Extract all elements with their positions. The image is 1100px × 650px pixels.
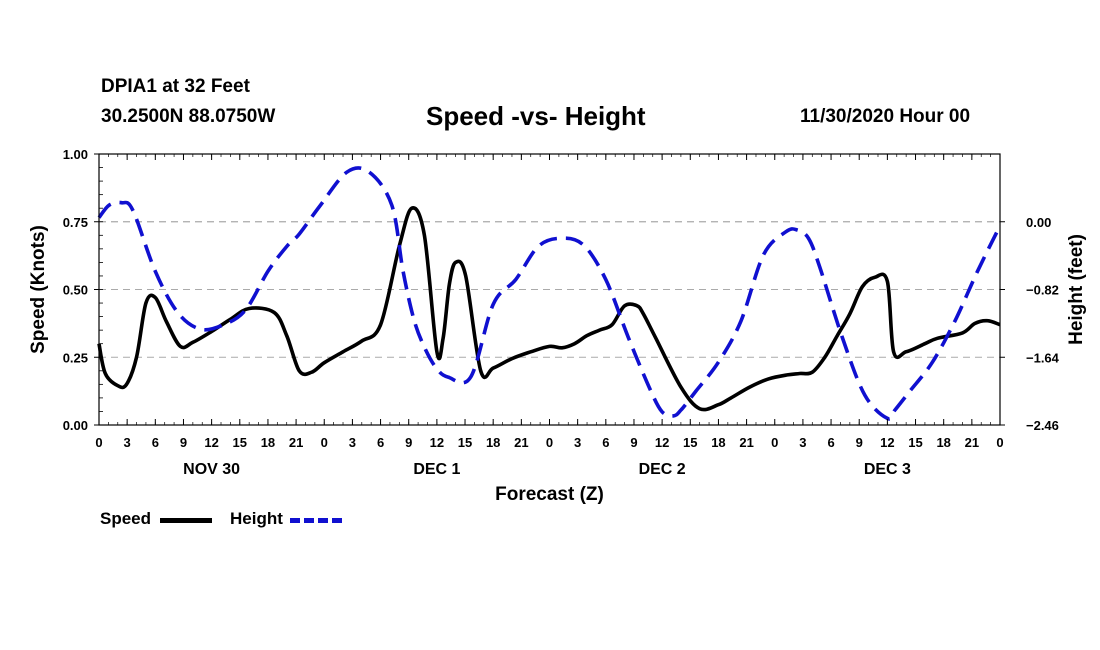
x-tick-label: 21 xyxy=(965,435,979,450)
y-axis-title: Speed (Knots) xyxy=(28,225,49,354)
x-axis-title: Forecast (Z) xyxy=(495,484,604,505)
x-tick-label: 18 xyxy=(936,435,950,450)
y2-tick-label: −0.82 xyxy=(1026,283,1059,298)
x-tick-label: 15 xyxy=(233,435,247,450)
x-tick-label: 18 xyxy=(711,435,725,450)
x-tick-label: 9 xyxy=(856,435,863,450)
x-tick-label: 3 xyxy=(799,435,806,450)
legend-height-swatch xyxy=(290,518,342,523)
legend-speed-label: Speed xyxy=(100,509,152,528)
x-tick-label: 9 xyxy=(405,435,412,450)
day-label: DEC 3 xyxy=(864,461,911,478)
x-tick-label: 18 xyxy=(486,435,500,450)
x-tick-label: 21 xyxy=(739,435,753,450)
x-tick-label: 6 xyxy=(602,435,609,450)
y-tick-label: 1.00 xyxy=(63,147,88,162)
x-tick-label: 15 xyxy=(908,435,922,450)
y2-tick-label: −1.64 xyxy=(1026,350,1060,365)
x-tick-label: 3 xyxy=(124,435,131,450)
x-tick-label: 12 xyxy=(655,435,669,450)
x-tick-label: 15 xyxy=(458,435,472,450)
x-tick-label: 12 xyxy=(430,435,444,450)
x-tick-label: 6 xyxy=(152,435,159,450)
x-tick-label: 21 xyxy=(289,435,303,450)
series-height-line xyxy=(97,166,1002,421)
coordinates-label: 30.2500N 88.0750W xyxy=(101,106,276,127)
station-label: DPIA1 at 32 Feet xyxy=(101,76,250,97)
x-tick-label: 12 xyxy=(204,435,218,450)
chart-title: Speed -vs- Height xyxy=(426,101,646,131)
x-tick-label: 9 xyxy=(180,435,187,450)
x-tick-label: 12 xyxy=(880,435,894,450)
x-tick-label: 0 xyxy=(771,435,778,450)
y2-tick-label: −2.46 xyxy=(1026,418,1059,433)
x-tick-label: 18 xyxy=(261,435,275,450)
gridlines xyxy=(99,221,1000,358)
y-tick-label: 0.75 xyxy=(63,215,88,230)
day-label: NOV 30 xyxy=(183,461,240,478)
y-tick-label: 0.50 xyxy=(63,283,88,298)
y2-axis-title: Height (feet) xyxy=(1066,234,1087,345)
day-label: DEC 1 xyxy=(413,461,460,478)
x-tick-label: 21 xyxy=(514,435,528,450)
axis-labels: 1.00 0.75 0.50 0.25 0.00 0.00 −0.82 −1.64 −2.46 0… xyxy=(28,147,1087,505)
legend-height-label: Height xyxy=(230,509,283,528)
legend-speed-swatch xyxy=(160,518,212,523)
x-tick-label: 6 xyxy=(377,435,384,450)
y-tick-label: 0.00 xyxy=(63,418,88,433)
forecast-date: 11/30/2020 Hour 00 xyxy=(800,106,971,127)
x-tick-label: 0 xyxy=(95,435,102,450)
x-tick-label: 3 xyxy=(349,435,356,450)
x-tick-label: 0 xyxy=(996,435,1003,450)
x-tick-label: 9 xyxy=(630,435,637,450)
y2-tick-label: 0.00 xyxy=(1026,215,1051,230)
x-tick-label: 15 xyxy=(683,435,697,450)
x-tick-label: 0 xyxy=(321,435,328,450)
series-speed-line xyxy=(97,206,1001,412)
day-label: DEC 2 xyxy=(639,461,686,478)
y-tick-label: 0.25 xyxy=(63,350,88,365)
x-tick-label: 3 xyxy=(574,435,581,450)
x-tick-label: 6 xyxy=(827,435,834,450)
series-layer xyxy=(97,166,1002,421)
x-tick-label: 0 xyxy=(546,435,553,450)
axis-ticks xyxy=(94,153,1005,426)
